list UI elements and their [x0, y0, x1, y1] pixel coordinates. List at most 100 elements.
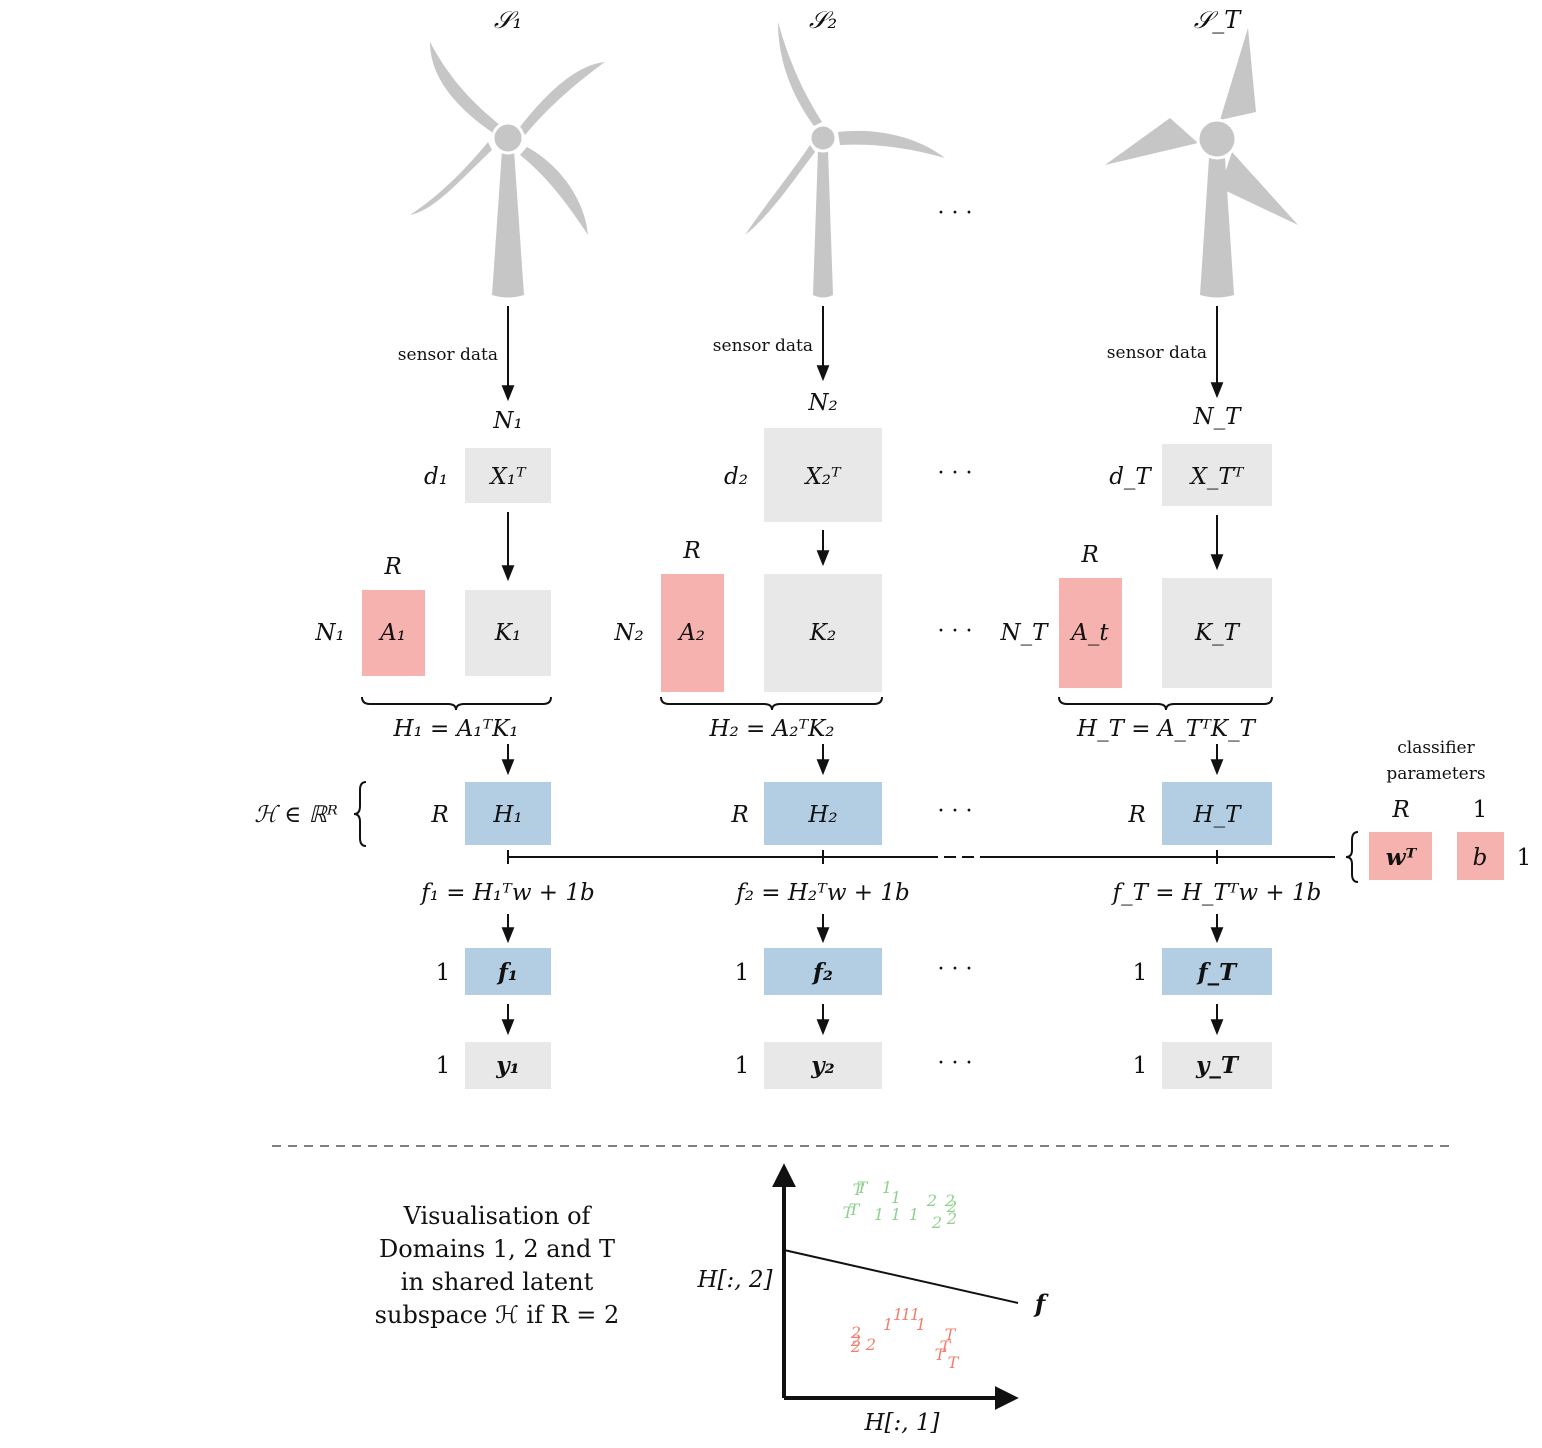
- ellipsis-turbines: · · ·: [938, 201, 973, 226]
- latent-point-red: T: [935, 1345, 947, 1364]
- latent-point-green: 1: [874, 1205, 884, 1224]
- caption-line-4: subspace ℋ if R = 2: [374, 1301, 620, 1329]
- brace-label-t: H_T = A_TᵀK_T: [1076, 716, 1257, 742]
- latent-point-green: 2: [944, 1191, 955, 1210]
- x-label-2: X₂ᵀ: [803, 464, 842, 490]
- n-side-label-2: N₂: [613, 620, 643, 646]
- h-r-label-1: R: [430, 802, 448, 828]
- ellipsis-y: · · ·: [938, 1051, 973, 1076]
- brace-t: [1058, 696, 1273, 711]
- n-side-label-1: N₁: [314, 620, 344, 646]
- latent-point-green: 2: [926, 1191, 937, 1210]
- k-label-1: K₁: [494, 620, 521, 646]
- k-label-2: K₂: [809, 620, 836, 646]
- turbine-1-label: 𝒮₁: [494, 6, 522, 34]
- w-box: [1369, 832, 1432, 880]
- x-label-1: X₁ᵀ: [488, 464, 527, 490]
- f-label-1: f₁: [496, 959, 518, 986]
- f-box-1: [465, 948, 551, 995]
- decision-line: [783, 1249, 1019, 1304]
- latent-point-green: 2: [931, 1213, 942, 1232]
- h-box-2: [764, 782, 882, 845]
- latent-point-red: T: [940, 1337, 952, 1356]
- classifier-title-2: parameters: [1386, 764, 1485, 784]
- latent-point-green: 2: [946, 1197, 957, 1216]
- n-label-t: N_T: [1193, 404, 1243, 430]
- classifier-r-label: R: [1391, 797, 1409, 823]
- sensor-data-label-2: sensor data: [713, 336, 813, 356]
- latent-point-red: 1: [883, 1315, 893, 1334]
- caption-line-1: Visualisation of: [403, 1202, 591, 1230]
- f-dim-t: 1: [1133, 960, 1148, 986]
- turbine-2-label: 𝒮₂: [809, 6, 837, 34]
- h-label-t: H_T: [1193, 802, 1243, 828]
- k-box-1: [465, 590, 551, 676]
- f-box-2: [764, 948, 882, 995]
- latent-space-label: ℋ ∈ ℝᴿ: [254, 802, 338, 828]
- f-box-t: [1162, 948, 1272, 995]
- latent-point-red: 1: [893, 1305, 903, 1324]
- y-dim-1: 1: [436, 1053, 451, 1079]
- latent-point-green: T: [843, 1203, 855, 1222]
- n-label-2: N₂: [807, 390, 837, 416]
- w-label: wᵀ: [1386, 844, 1418, 871]
- latent-point-green: 1: [891, 1205, 901, 1224]
- brace-label-1: H₁ = A₁ᵀK₁: [392, 716, 518, 742]
- a-box-1: [362, 590, 425, 676]
- decision-line-label: f: [1033, 1289, 1049, 1318]
- y-box-1: [465, 1042, 551, 1089]
- d-label-2: d₂: [724, 464, 748, 490]
- f-dim-1: 1: [436, 960, 451, 986]
- ellipsis-x: · · ·: [938, 461, 973, 486]
- x-box-t: [1162, 444, 1272, 506]
- turbine-2-icon: [745, 22, 945, 298]
- x-box-1: [465, 448, 551, 503]
- vis-x-label: H[:, 1]: [863, 1410, 939, 1436]
- n-label-1: N₁: [492, 408, 522, 434]
- y-box-2: [764, 1042, 882, 1089]
- latent-point-red: 2: [865, 1335, 876, 1354]
- turbine-1-icon: [410, 42, 605, 298]
- turbine-t-label: 𝒮_T: [1194, 6, 1243, 34]
- classifier-one-label: 1: [1473, 797, 1488, 823]
- latent-point-red: 2: [850, 1337, 861, 1356]
- r-label-t: R: [1080, 542, 1098, 568]
- y-label-2: y₂: [810, 1052, 834, 1079]
- brace-label-2: H₂ = A₂ᵀK₂: [708, 716, 834, 742]
- latent-point-green: 1: [882, 1178, 892, 1197]
- latent-brace: [353, 781, 367, 847]
- latent-point-green: T: [853, 1180, 865, 1199]
- b-box: [1457, 832, 1504, 880]
- ellipsis-f: · · ·: [938, 957, 973, 982]
- latent-point-green: 2: [946, 1209, 957, 1228]
- f-equation-1: f₁ = H₁ᵀw + 1b: [419, 880, 595, 906]
- a-label-2: A₂: [677, 620, 705, 646]
- latent-point-green: T: [857, 1178, 869, 1197]
- turbine-t-icon: [1105, 28, 1298, 298]
- y-dim-t: 1: [1133, 1053, 1148, 1079]
- brace-2: [660, 696, 883, 711]
- b-label: b: [1473, 845, 1488, 871]
- f-equation-2: f₂ = H₂ᵀw + 1b: [734, 880, 910, 906]
- d-label-t: d_T: [1109, 464, 1152, 490]
- y-dim-2: 1: [735, 1053, 750, 1079]
- y-label-1: y₁: [495, 1052, 519, 1079]
- latent-point-red: 2: [850, 1323, 861, 1342]
- y-box-t: [1162, 1042, 1272, 1089]
- k-box-t: [1162, 578, 1272, 688]
- ellipsis-k: · · ·: [938, 619, 973, 644]
- a-box-t: [1059, 578, 1122, 688]
- d-label-1: d₁: [424, 464, 448, 490]
- latent-point-green: 1: [909, 1205, 919, 1224]
- caption-line-3: in shared latent: [400, 1268, 594, 1296]
- latent-point-green: 1: [891, 1188, 901, 1207]
- f-dim-2: 1: [735, 960, 750, 986]
- visualisation-caption: Visualisation of Domains 1, 2 and T in s…: [352, 1200, 642, 1332]
- k-label-t: K_T: [1194, 620, 1241, 646]
- h-box-1: [465, 782, 551, 845]
- f-label-t: f_T: [1196, 959, 1238, 986]
- y-label-t: y_T: [1195, 1052, 1240, 1079]
- a-label-t: A_t: [1069, 620, 1109, 646]
